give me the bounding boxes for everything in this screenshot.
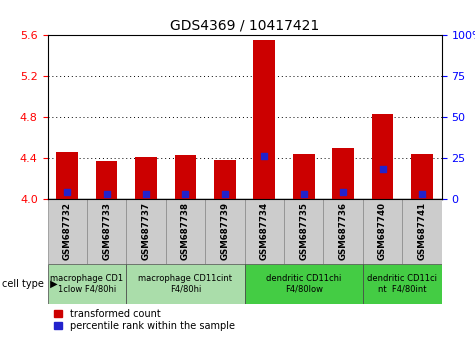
Point [300,191,308,196]
Point [418,191,426,196]
FancyBboxPatch shape [284,199,323,264]
Point [181,191,189,196]
Text: GSM687736: GSM687736 [339,202,348,260]
Text: GSM687734: GSM687734 [260,202,269,260]
Point [103,191,111,196]
FancyBboxPatch shape [402,199,442,264]
FancyBboxPatch shape [363,199,402,264]
Point [221,191,229,196]
Text: GSM687740: GSM687740 [378,202,387,260]
Text: GSM687732: GSM687732 [63,202,72,260]
FancyBboxPatch shape [166,199,205,264]
Point [339,189,347,195]
Bar [96,161,117,199]
FancyBboxPatch shape [363,264,442,304]
Bar [372,114,393,199]
Point [261,153,268,159]
Point [379,166,387,172]
Legend: transformed count, percentile rank within the sample: transformed count, percentile rank withi… [52,307,237,333]
Text: macrophage CD11cint
F4/80hi: macrophage CD11cint F4/80hi [139,274,232,293]
FancyBboxPatch shape [48,199,87,264]
Bar [135,157,157,199]
Bar [332,148,354,199]
Bar [214,160,236,199]
FancyBboxPatch shape [323,199,363,264]
Text: GSM687737: GSM687737 [142,202,151,260]
FancyBboxPatch shape [126,264,245,304]
Text: GSM687739: GSM687739 [220,202,229,260]
FancyBboxPatch shape [126,199,166,264]
FancyBboxPatch shape [245,199,284,264]
Text: cell type  ▶: cell type ▶ [2,279,58,289]
Bar [411,154,433,199]
Text: dendritic CD11chi
F4/80low: dendritic CD11chi F4/80low [266,274,342,293]
Bar [175,155,196,199]
FancyBboxPatch shape [205,199,245,264]
Text: GSM687741: GSM687741 [418,202,427,260]
FancyBboxPatch shape [48,264,126,304]
Text: GSM687733: GSM687733 [102,202,111,260]
Title: GDS4369 / 10417421: GDS4369 / 10417421 [170,19,319,33]
Bar [254,40,275,199]
Point [64,189,71,195]
FancyBboxPatch shape [87,199,126,264]
Bar [57,152,78,199]
FancyBboxPatch shape [245,264,363,304]
Text: GSM687738: GSM687738 [181,202,190,260]
Text: macrophage CD1
1clow F4/80hi: macrophage CD1 1clow F4/80hi [50,274,124,293]
Point [142,191,150,196]
Text: dendritic CD11ci
nt  F4/80int: dendritic CD11ci nt F4/80int [367,274,437,293]
Bar [293,154,314,199]
Text: GSM687735: GSM687735 [299,202,308,260]
